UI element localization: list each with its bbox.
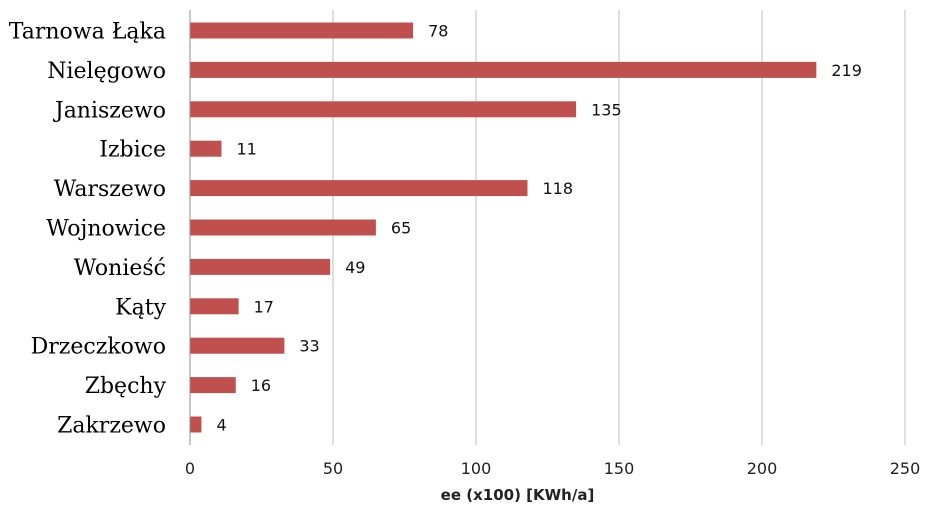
category-label-5: Wojnowice (46, 217, 166, 242)
value-label-1: 219 (831, 61, 862, 80)
category-label-6: Wonieść (74, 256, 166, 281)
value-label-4: 118 (542, 179, 573, 198)
gridlines (332, 10, 906, 445)
category-label-10: Zakrzewo (57, 414, 166, 439)
category-label-1: Nielęgowo (47, 59, 166, 84)
x-tick-label-200: 200 (747, 459, 778, 478)
category-label-0: Tarnowa Łąka (9, 20, 166, 45)
value-label-10: 4 (216, 416, 226, 435)
value-label-2: 135 (591, 100, 622, 119)
bar-3 (190, 140, 222, 157)
category-label-9: Zbęchy (85, 374, 167, 399)
value-label-5: 65 (391, 219, 411, 238)
x-tick-label-250: 250 (890, 459, 921, 478)
bar-8 (190, 337, 285, 354)
bar-10 (190, 416, 202, 433)
value-label-7: 17 (254, 297, 274, 316)
x-tick-label-0: 0 (185, 459, 195, 478)
category-labels: Tarnowa Łąka Nielęgowo Janiszewo Izbice Wars… (9, 20, 167, 439)
value-labels: 78 219 135 11 118 65 49 17 33 16 4 (216, 22, 861, 435)
bar-2 (190, 101, 577, 118)
x-tick-label-150: 150 (604, 459, 635, 478)
value-label-9: 16 (251, 376, 271, 395)
value-label-8: 33 (299, 337, 319, 356)
value-label-3: 11 (236, 140, 256, 159)
bar-1 (190, 61, 817, 78)
bar-7 (190, 298, 239, 315)
category-label-4: Warszewo (54, 177, 166, 202)
value-label-6: 49 (345, 258, 365, 277)
bars (190, 22, 817, 433)
category-label-8: Drzeczkowo (31, 335, 166, 360)
category-label-2: Janiszewo (53, 98, 166, 123)
x-axis-title: ee (x100) [KWh/a] (441, 486, 595, 504)
x-tick-label-50: 50 (323, 459, 343, 478)
bar-6 (190, 258, 331, 275)
x-tick-labels: 0 50 100 150 200 250 (185, 459, 920, 478)
value-label-0: 78 (428, 22, 448, 41)
bar-4 (190, 180, 528, 197)
bar-9 (190, 377, 236, 394)
category-label-7: Kąty (115, 295, 166, 320)
bar-0 (190, 22, 414, 39)
bar-5 (190, 219, 376, 236)
x-tick-label-100: 100 (461, 459, 492, 478)
category-label-3: Izbice (99, 138, 166, 163)
